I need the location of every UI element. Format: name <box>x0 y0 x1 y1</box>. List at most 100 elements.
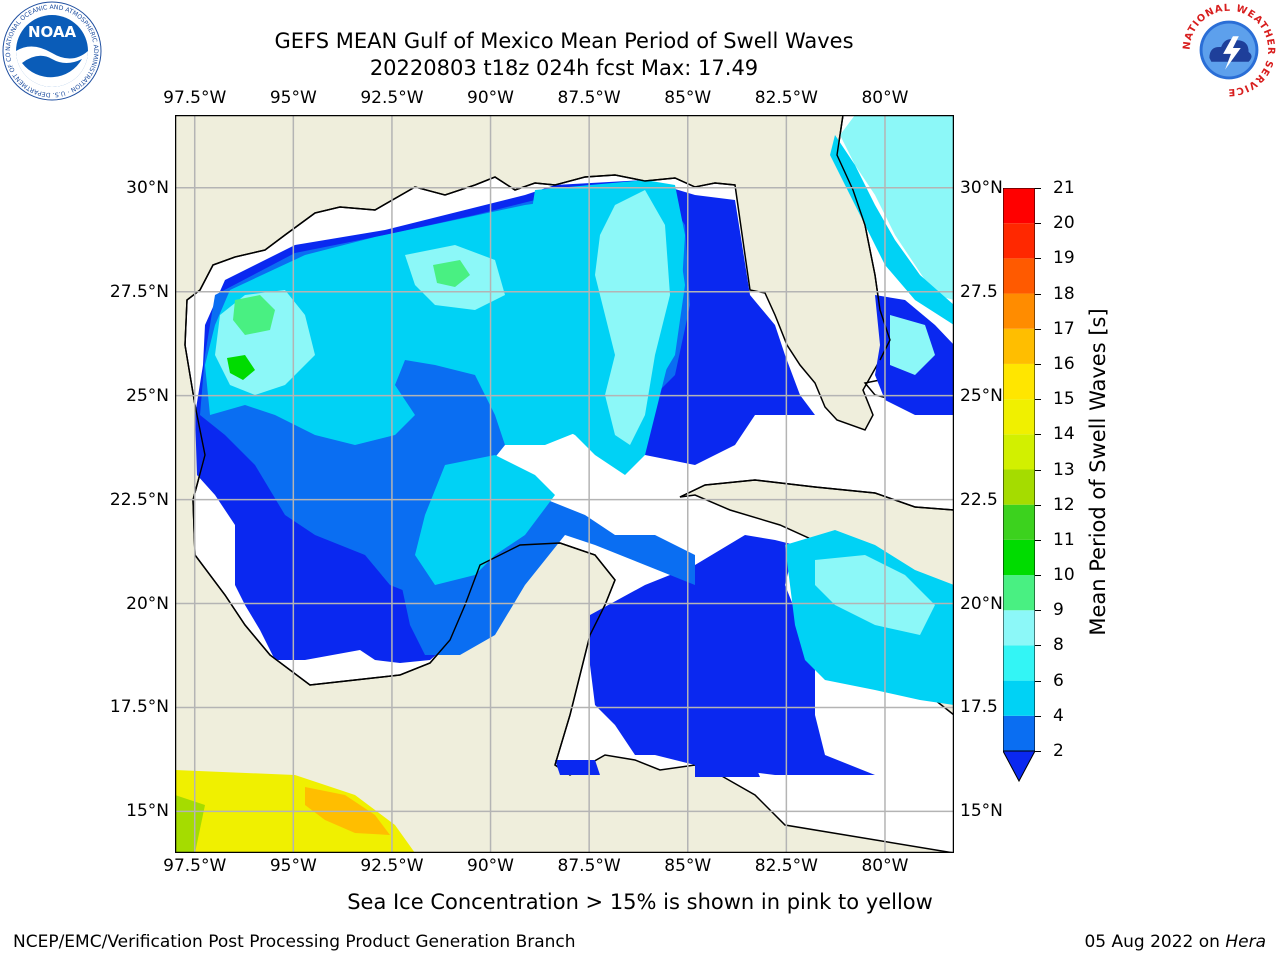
contour-9-10s-green <box>233 295 275 335</box>
contour-atlantic-pale-cyan <box>840 115 954 300</box>
contour-honduras-strip-2 <box>695 765 760 777</box>
lat-tick-left: 17.5°N <box>109 697 169 718</box>
contour-keys-pale <box>890 315 935 375</box>
chart-subtitle: 20220803 t18z 024h fcst Max: 17.49 <box>369 56 759 80</box>
lat-tick-left: 20°N <box>126 593 169 614</box>
colorbar-tick-mark <box>1035 399 1041 401</box>
colorbar-tick-mark <box>1035 680 1041 682</box>
colorbar-label: Mean Period of Swell Waves [s] <box>1086 308 1110 636</box>
lat-tick-right: 17.5 <box>960 697 998 718</box>
colorbar-tick-mark <box>1035 363 1041 365</box>
gulf-coastline <box>184 115 891 766</box>
colorbar-tick-mark <box>1035 223 1041 225</box>
colorbar-swatch <box>1003 258 1035 294</box>
footer-host: Hera <box>1225 932 1266 952</box>
lon-tick-bottom: 82.5°W <box>754 856 818 876</box>
colorbar-tick-mark <box>1035 258 1041 260</box>
lat-tick-right: 22.5 <box>960 489 998 510</box>
lon-tick-bottom: 80°W <box>861 856 909 876</box>
lon-tick-bottom: 97.5°W <box>163 856 227 876</box>
colorbar-tick-mark <box>1035 469 1041 471</box>
colorbar-swatch <box>1003 434 1035 470</box>
lon-tick-bottom: 95°W <box>269 856 317 876</box>
lat-tick-right: 20°N <box>960 593 1003 614</box>
contour-pacific-green <box>175 795 205 853</box>
lon-tick-top: 92.5°W <box>360 88 424 108</box>
colorbar-tick-mark <box>1035 539 1041 541</box>
colorbar-swatch <box>1003 188 1035 224</box>
lat-tick-left: 30°N <box>126 177 169 198</box>
colorbar-extend-triangle <box>1003 750 1035 783</box>
lat-tick-right: 25°N <box>960 385 1003 406</box>
colorbar-tick-mark <box>1035 751 1041 752</box>
lon-tick-bottom: 90°W <box>467 856 515 876</box>
lat-tick-left: 15°N <box>126 801 169 822</box>
colorbar-tick-mark <box>1035 645 1041 647</box>
colorbar-tick-mark <box>1035 715 1041 717</box>
lon-tick-top: 85°W <box>664 88 712 108</box>
colorbar-tick: 17 <box>1053 318 1075 339</box>
colorbar-tick: 12 <box>1053 494 1075 515</box>
colorbar-swatch <box>1003 363 1035 400</box>
svg-text:NOAA: NOAA <box>28 23 77 41</box>
colorbar-tick: 15 <box>1053 389 1075 410</box>
contour-9-10s-green-2 <box>433 260 470 287</box>
colorbar-tick: 2 <box>1053 741 1064 761</box>
contour-10-11s-bright-green <box>227 355 255 380</box>
colorbar-swatch <box>1003 645 1035 681</box>
colorbar-tick: 14 <box>1053 424 1075 445</box>
contour-8-9s-pale-cyan <box>595 190 670 445</box>
colorbar-swatch <box>1003 539 1035 576</box>
lon-tick-top: 82.5°W <box>754 88 818 108</box>
cuba-coastline <box>679 479 954 511</box>
lon-tick-top: 90°W <box>467 88 515 108</box>
colorbar-tick-mark <box>1035 188 1041 189</box>
lon-tick-bottom: 92.5°W <box>360 856 424 876</box>
sea-ice-note: Sea Ice Concentration > 15% is shown in … <box>347 890 933 914</box>
colorbar-tick: 20 <box>1053 213 1075 234</box>
map-gridlines <box>175 115 954 853</box>
colorbar-tick: 4 <box>1053 705 1064 726</box>
colorbar-swatch <box>1003 504 1035 540</box>
colorbar-tick: 19 <box>1053 248 1075 269</box>
lon-tick-top: 80°W <box>861 88 909 108</box>
map-frame <box>175 115 954 853</box>
lon-tick-bottom: 85°W <box>664 856 712 876</box>
colorbar-tick-mark <box>1035 328 1041 330</box>
gulf-of-mexico-swell-period-map <box>175 115 954 853</box>
lat-tick-left: 22.5°N <box>109 489 169 510</box>
colorbar-swatch <box>1003 293 1035 329</box>
lon-tick-top: 87.5°W <box>557 88 621 108</box>
footer-credit: NCEP/EMC/Verification Post Processing Pr… <box>13 932 576 952</box>
chart-title: GEFS MEAN Gulf of Mexico Mean Period of … <box>274 29 854 53</box>
colorbar-swatch <box>1003 328 1035 364</box>
colorbar-tick: 13 <box>1053 459 1075 480</box>
colorbar-tick: 9 <box>1053 600 1064 621</box>
contour-6-8s-cyan-yucatan <box>415 455 555 585</box>
colorbar-swatch <box>1003 575 1035 611</box>
lon-tick-bottom: 87.5°W <box>557 856 621 876</box>
colorbar-tick: 11 <box>1053 529 1075 550</box>
lon-tick-top: 97.5°W <box>163 88 227 108</box>
colorbar-swatch <box>1003 469 1035 505</box>
lat-tick-left: 27.5°N <box>109 281 169 302</box>
contour-2-4s-dark-blue-caribbean <box>590 535 875 775</box>
colorbar-swatch <box>1003 399 1035 435</box>
colorbar <box>1003 188 1035 783</box>
lat-tick-right: 27.5 <box>960 281 998 302</box>
lon-tick-top: 95°W <box>269 88 317 108</box>
footer-date-text: 05 Aug 2022 on <box>1084 932 1226 952</box>
colorbar-tick: 21 <box>1053 178 1075 198</box>
colorbar-tick: 18 <box>1053 283 1075 304</box>
lat-tick-right: 15°N <box>960 801 1003 822</box>
colorbar-swatch <box>1003 223 1035 259</box>
colorbar-tick: 8 <box>1053 635 1064 656</box>
contour-honduras-strip <box>555 760 600 775</box>
lat-tick-left: 25°N <box>126 385 169 406</box>
colorbar-tick: 16 <box>1053 353 1075 374</box>
colorbar-tick-mark <box>1035 504 1041 506</box>
colorbar-swatch <box>1003 715 1035 751</box>
colorbar-tick-mark <box>1035 575 1041 577</box>
national-weather-service-logo: NATIONAL WEATHER SERVICE <box>1182 3 1277 97</box>
footer-date: 05 Aug 2022 on Hera <box>1084 932 1266 952</box>
